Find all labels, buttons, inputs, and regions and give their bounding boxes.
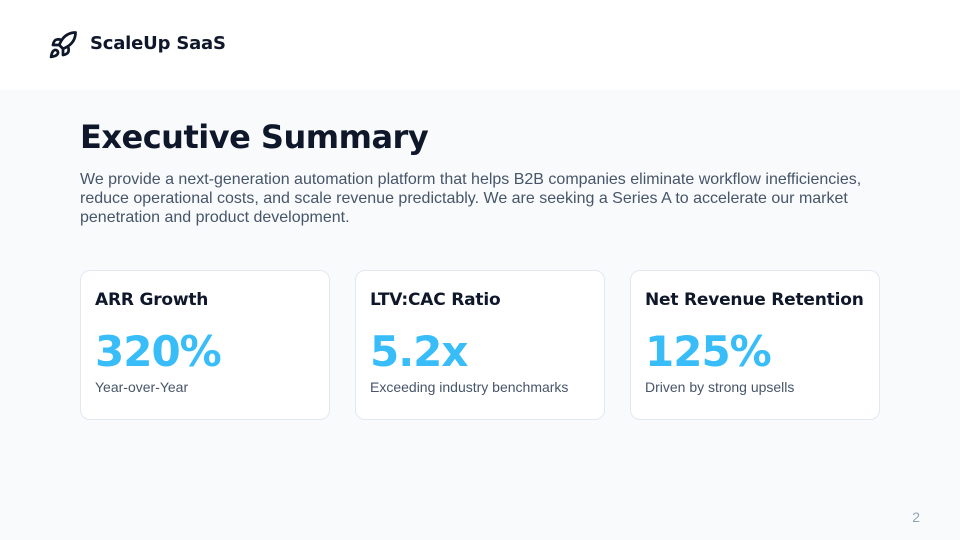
card-value: 125%	[645, 327, 772, 376]
card-value: 320%	[95, 327, 222, 376]
card-subtitle: Exceeding industry benchmarks	[370, 379, 569, 395]
card-title: Net Revenue Retention	[645, 290, 864, 310]
page-title: Executive Summary	[80, 118, 429, 156]
metric-card-arr-growth: ARR Growth 320% Year-over-Year	[80, 270, 330, 420]
card-value: 5.2x	[370, 327, 468, 376]
brand-name: ScaleUp SaaS	[90, 33, 226, 54]
metric-card-nrr: Net Revenue Retention 125% Driven by str…	[630, 270, 880, 420]
metric-card-ltv-cac: LTV:CAC Ratio 5.2x Exceeding industry be…	[355, 270, 605, 420]
card-subtitle: Year-over-Year	[95, 379, 189, 395]
page-number: 2	[912, 509, 920, 525]
metric-cards: ARR Growth 320% Year-over-Year LTV:CAC R…	[80, 270, 880, 420]
rocket-icon	[48, 30, 78, 60]
card-subtitle: Driven by strong upsells	[645, 379, 795, 395]
card-title: ARR Growth	[95, 290, 209, 310]
card-title: LTV:CAC Ratio	[370, 290, 501, 310]
summary-description: We provide a next-generation automation …	[80, 171, 862, 226]
header: ScaleUp SaaS	[0, 0, 960, 90]
